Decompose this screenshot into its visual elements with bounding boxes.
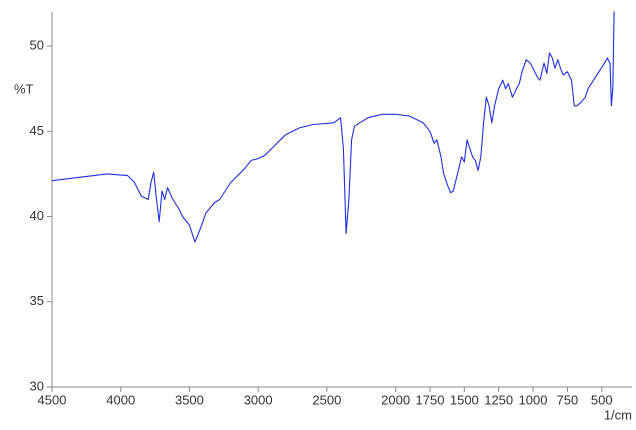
spectrum-line [51, 11, 615, 243]
x-tick-label: 4000 [106, 392, 135, 407]
y-tick-label: 45 [30, 123, 44, 138]
x-tick-label: 1000 [519, 392, 548, 407]
x-tick-label: 2000 [381, 392, 410, 407]
x-tick-label: 4500 [38, 392, 67, 407]
x-tick-label: 1750 [416, 392, 445, 407]
x-tick-label: 3500 [175, 392, 204, 407]
x-tick-label: 3000 [244, 392, 273, 407]
y-tick-label: 30 [30, 378, 44, 393]
y-axis-label: %T [14, 81, 34, 96]
y-tick-label: 40 [30, 208, 44, 223]
y-tick-label: 35 [30, 293, 44, 308]
y-tick-label: 50 [30, 38, 44, 53]
x-tick-label: 1250 [484, 392, 513, 407]
x-tick-label: 1500 [450, 392, 479, 407]
x-tick-label: 750 [557, 392, 579, 407]
x-tick-label: 2500 [312, 392, 341, 407]
x-axis-label: 1/cm [604, 407, 632, 422]
x-tick-label: 500 [591, 392, 613, 407]
